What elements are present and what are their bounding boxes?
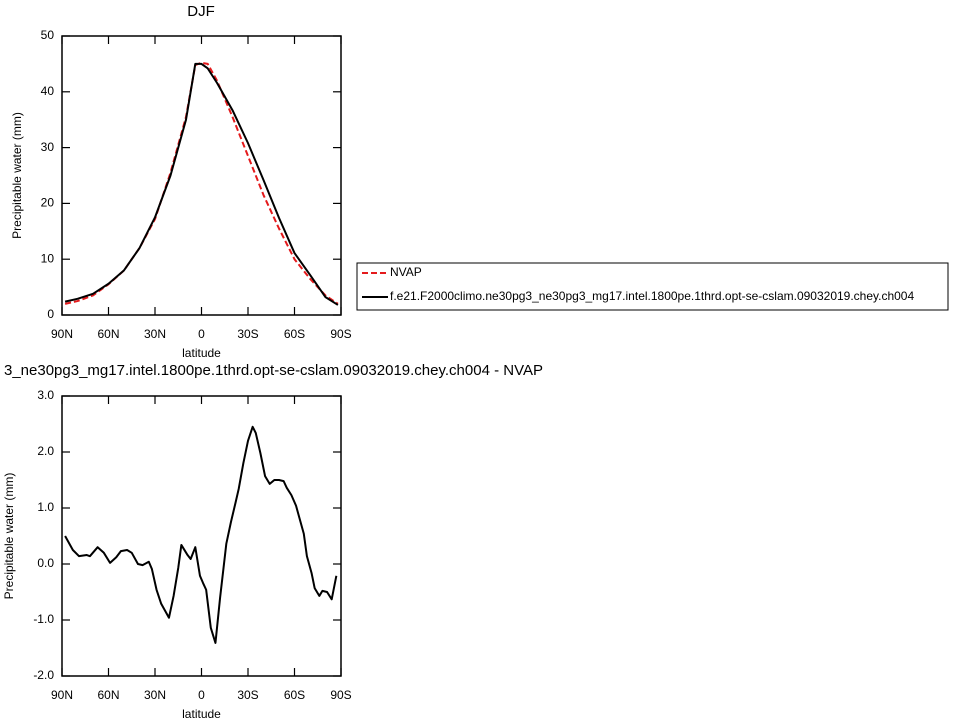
y-tick-label: 0 — [47, 307, 54, 321]
x-tick-label: 60N — [97, 327, 119, 341]
x-axis-title: latitude — [182, 707, 221, 721]
x-tick-label: 30S — [237, 688, 258, 702]
chart-title: 3_ne30pg3_mg17.intel.1800pe.1thrd.opt-se… — [4, 362, 543, 379]
y-tick-label: 0.0 — [37, 556, 54, 570]
x-tick-label: 90S — [330, 688, 351, 702]
data-line — [64, 425, 338, 644]
legend-text: f.e21.F2000climo.ne30pg3_ne30pg3_mg17.in… — [390, 289, 914, 303]
y-tick-label: 10 — [41, 251, 55, 265]
x-tick-label: 90N — [51, 688, 73, 702]
data-line — [64, 62, 339, 306]
y-tick-label: 3.0 — [37, 388, 54, 402]
y-tick-label: 20 — [41, 196, 55, 210]
y-tick-label: -1.0 — [33, 612, 54, 626]
plot-frame — [61, 395, 342, 677]
chart-title: DJF — [187, 3, 215, 20]
y-tick-label: -2.0 — [33, 668, 54, 682]
x-tick-label: 60S — [284, 327, 305, 341]
y-tick-label: 1.0 — [37, 500, 54, 514]
x-tick-label: 60S — [284, 688, 305, 702]
x-tick-label: 30S — [237, 327, 258, 341]
y-axis-title: Precipitable water (mm) — [10, 112, 24, 239]
x-tick-label: 30N — [144, 327, 166, 341]
x-tick-label: 30N — [144, 688, 166, 702]
y-tick-label: 50 — [41, 28, 55, 42]
x-tick-label: 90S — [330, 327, 351, 341]
y-tick-label: 30 — [41, 140, 55, 154]
legend-box — [356, 262, 949, 311]
x-tick-label: 90N — [51, 327, 73, 341]
x-tick-label: 60N — [97, 688, 119, 702]
x-tick-label: 0 — [198, 327, 205, 341]
y-tick-label: 40 — [41, 84, 55, 98]
plot-frame — [61, 35, 342, 316]
legend-text: NVAP — [390, 265, 422, 279]
y-axis-title: Precipitable water (mm) — [2, 473, 16, 600]
x-tick-label: 0 — [198, 688, 205, 702]
y-tick-label: 2.0 — [37, 444, 54, 458]
data-line — [64, 61, 339, 305]
x-axis-title: latitude — [182, 346, 221, 360]
